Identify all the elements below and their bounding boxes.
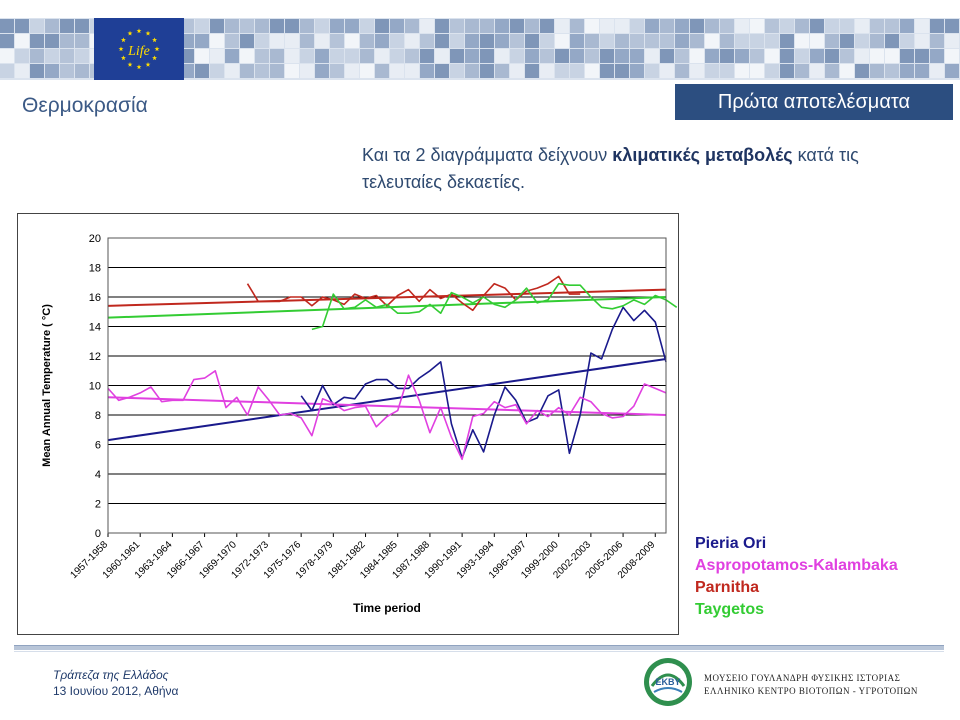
eu-life-logo: Life — [94, 18, 184, 80]
y-tick-label: 2 — [95, 499, 101, 511]
subtitle-part2: κατά τις τελευταίες δεκαετίες. — [362, 145, 859, 192]
life-logo-text: Life — [127, 44, 150, 59]
footer-divider — [14, 645, 944, 650]
trend-line-taygetos — [107, 296, 667, 319]
date-place: 13 Ιουνίου 2012, Αθήνα — [53, 684, 179, 698]
series-line-parnitha — [246, 275, 581, 312]
y-tick-label: 16 — [89, 292, 101, 304]
trend-line-parnitha — [107, 288, 667, 307]
temperature-chart: 0 2 4 6 8 10 12 14 16 18 20 1957-1958 1960-1961 1963… — [17, 213, 679, 635]
y-tick-label: 8 — [95, 410, 101, 422]
trend-line-aspropotamos-kalambaka — [107, 396, 667, 416]
footer-divider-thin — [14, 651, 944, 652]
trend-line-pieria-ori — [107, 357, 667, 442]
slide-subtitle: Και τα 2 διαγράμματα δείχνουν κλιματικές… — [362, 142, 942, 196]
y-tick-label: 10 — [89, 381, 101, 393]
legend-parnitha: Parnitha — [695, 579, 760, 596]
plot-area-frame — [107, 237, 667, 534]
ekby-logo-icon: EKBY — [644, 658, 692, 706]
y-tick-label: 12 — [89, 351, 101, 363]
bank-name: Τράπεζα της Ελλάδος — [53, 668, 169, 682]
org-line-2: ΕΛΛΗΝΙΚΟ ΚΕΝΤΡΟ ΒΙΟΤΟΠΩΝ - ΥΓΡΟΤΟΠΩΝ — [704, 686, 918, 696]
legend-aspropotamos-kalambaka: Aspropotamos-Kalambaka — [695, 557, 898, 574]
series-line-pieria-ori — [300, 306, 667, 459]
x-axis-label: Time period — [353, 601, 421, 615]
subtitle-emphasis: κλιματικές μεταβολές — [612, 145, 793, 165]
y-axis-label: Mean Annual Temperature ( °C) — [41, 304, 53, 467]
legend-taygetos: Taygetos — [695, 601, 765, 618]
org-line-1: ΜΟΥΣΕΙΟ ΓΟΥΛΑΝΔΡΗ ΦΥΣΙΚΗΣ ΙΣΤΟΡΙΑΣ — [704, 673, 901, 683]
series-line-aspropotamos-kalambaka — [107, 370, 667, 461]
section-title: Θερμοκρασία — [22, 94, 148, 117]
legend-pieria-ori: Pieria Ori — [695, 535, 767, 552]
footer-info: Τράπεζα της Ελλάδος 13 Ιουνίου 2012, Αθή… — [53, 667, 178, 699]
subtitle-part1: Και τα 2 διαγράμματα δείχνουν — [362, 145, 613, 165]
chart-legend: Pieria Ori Aspropotamos-Kalambaka Parnit… — [695, 533, 898, 621]
y-tick-label: 20 — [89, 233, 101, 245]
y-tick-label: 14 — [89, 322, 101, 334]
ekby-logo-text: EKBY — [655, 677, 680, 687]
eu-stars-icon: Life — [118, 28, 160, 70]
results-badge: Πρώτα αποτελέσματα — [675, 84, 953, 120]
y-tick-label: 4 — [95, 469, 101, 481]
y-tick-label: 18 — [89, 263, 101, 275]
y-tick-label: 6 — [95, 440, 101, 452]
y-tick-label: 0 — [95, 528, 101, 540]
ekby-org-name: ΜΟΥΣΕΙΟ ΓΟΥΛΑΝΔΡΗ ΦΥΣΙΚΗΣ ΙΣΤΟΡΙΑΣ ΕΛΛΗΝ… — [704, 672, 918, 698]
series-line-taygetos — [311, 282, 678, 331]
